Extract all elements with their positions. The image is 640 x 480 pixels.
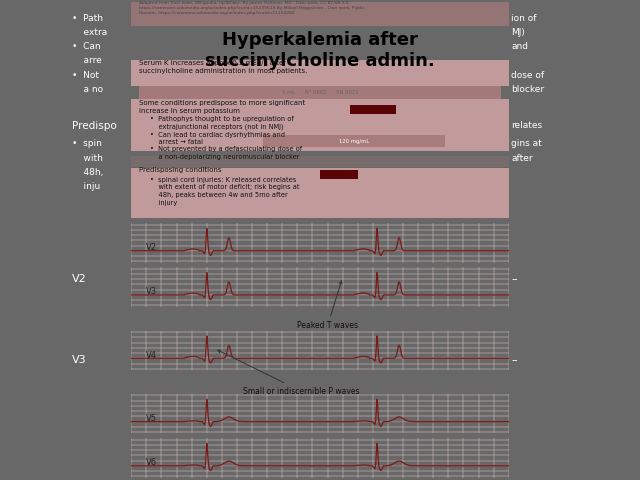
Text: Predispo: Predispo bbox=[72, 121, 117, 131]
Text: ion of: ion of bbox=[511, 14, 537, 24]
Text: blocker: blocker bbox=[511, 85, 545, 94]
Text: –: – bbox=[511, 274, 517, 284]
Text: V3: V3 bbox=[72, 355, 87, 365]
Text: V2: V2 bbox=[147, 243, 157, 252]
Text: arre: arre bbox=[72, 56, 102, 65]
FancyBboxPatch shape bbox=[131, 156, 509, 167]
FancyBboxPatch shape bbox=[131, 60, 509, 86]
Text: 48h,: 48h, bbox=[72, 168, 104, 177]
Text: relates: relates bbox=[511, 121, 543, 130]
Text: and: and bbox=[511, 42, 529, 51]
Text: after: after bbox=[511, 154, 533, 163]
Text: V3: V3 bbox=[147, 287, 157, 296]
FancyBboxPatch shape bbox=[320, 170, 358, 179]
Text: a no: a no bbox=[72, 85, 103, 94]
Text: •  Not: • Not bbox=[72, 71, 99, 80]
Text: •  spinal cord injuries: K released correlates
    with extent of motor deficit;: • spinal cord injuries: K released corre… bbox=[150, 177, 300, 206]
Text: inju: inju bbox=[72, 182, 100, 191]
Text: –: – bbox=[511, 355, 517, 365]
Text: •  Path: • Path bbox=[72, 14, 103, 24]
Text: extra: extra bbox=[72, 28, 108, 37]
Text: Hyperkalemia after
succinylcholine admin.: Hyperkalemia after succinylcholine admin… bbox=[205, 31, 435, 70]
Text: V2: V2 bbox=[72, 274, 87, 284]
Text: Serum K increases approx 0.5 mEq/L after
succinylcholine administration in most : Serum K increases approx 0.5 mEq/L after… bbox=[139, 60, 307, 74]
Text: •  Not prevented by a defasciculating dose of
    a non-depolarizing neuromuscul: • Not prevented by a defasciculating dos… bbox=[150, 146, 302, 160]
Text: V4: V4 bbox=[147, 350, 157, 360]
Text: 120 mg/mL: 120 mg/mL bbox=[339, 139, 369, 144]
Text: 5 mL      N° 0662      SN 0021: 5 mL N° 0662 SN 0021 bbox=[282, 90, 358, 95]
FancyBboxPatch shape bbox=[131, 2, 509, 26]
Text: Predisposing conditions: Predisposing conditions bbox=[139, 167, 221, 173]
FancyBboxPatch shape bbox=[264, 135, 445, 147]
FancyBboxPatch shape bbox=[131, 168, 509, 218]
FancyBboxPatch shape bbox=[350, 105, 396, 114]
Text: •  spin: • spin bbox=[72, 139, 102, 148]
Text: V5: V5 bbox=[147, 414, 157, 423]
Text: Some conditions predispose to more significant
increase in serum potassium: Some conditions predispose to more signi… bbox=[139, 100, 305, 114]
Text: Adapted from Traci.wam, Wikipedia, UpToDate, By James Heilman, MD - Own work, CC: Adapted from Traci.wam, Wikipedia, UpToD… bbox=[139, 1, 365, 15]
Text: V6: V6 bbox=[147, 458, 157, 467]
Text: Peaked T waves: Peaked T waves bbox=[297, 281, 358, 330]
Text: •  Can lead to cardiac dysrhythmias and
    arrest → fatal: • Can lead to cardiac dysrhythmias and a… bbox=[150, 132, 285, 145]
Text: gins at: gins at bbox=[511, 139, 542, 148]
Text: •  Pathophys thought to be upregulation of
    extrajunctional receptors (not in: • Pathophys thought to be upregulation o… bbox=[150, 116, 294, 131]
Text: dose of: dose of bbox=[511, 71, 545, 80]
Text: with: with bbox=[72, 154, 103, 163]
FancyBboxPatch shape bbox=[139, 86, 501, 99]
FancyBboxPatch shape bbox=[131, 99, 509, 151]
Text: MJ): MJ) bbox=[511, 28, 525, 37]
Text: •  Can: • Can bbox=[72, 42, 100, 51]
Text: Small or indiscernible P waves: Small or indiscernible P waves bbox=[218, 350, 360, 396]
